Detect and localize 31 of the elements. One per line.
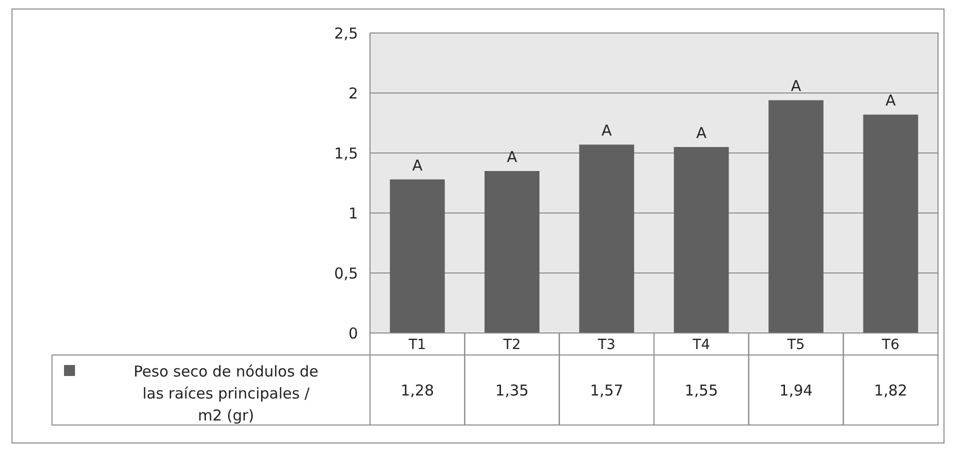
y-tick-label: 2,5 — [334, 24, 358, 42]
bar — [863, 114, 918, 333]
y-tick-label: 2 — [348, 84, 358, 102]
x-tick-label: T2 — [502, 336, 521, 353]
bar — [674, 147, 729, 333]
annotation: A — [506, 148, 518, 166]
annotation: A — [886, 92, 897, 110]
x-tick-label: T6 — [880, 336, 900, 353]
data-label: 1,28 — [400, 381, 434, 400]
annotation: A — [602, 122, 613, 140]
x-tick-label: T3 — [596, 336, 616, 353]
y-tick-label: 0 — [348, 324, 358, 342]
y-tick-label: 1 — [348, 204, 358, 222]
x-tick-label: T1 — [408, 336, 426, 353]
text: Peso seco de nódulos de las raíces principales / m2 (gr) — [134, 362, 318, 424]
data-label: 1,35 — [495, 381, 529, 400]
bar — [579, 144, 634, 333]
x-tick-label: T5 — [786, 336, 805, 353]
annotation: A — [412, 156, 424, 174]
annotation: A — [790, 77, 802, 96]
data-label: 1,82 — [874, 381, 908, 400]
x-tick-label: T4 — [692, 336, 710, 353]
data-label: 1,55 — [684, 381, 718, 400]
data-label: 1,94 — [779, 381, 813, 400]
data-label: 1,57 — [590, 381, 624, 400]
bar — [390, 179, 445, 333]
y-tick-label: 0,5 — [334, 264, 358, 282]
annotation: A — [696, 124, 708, 142]
bar — [484, 171, 540, 333]
y-tick-label: 1,5 — [334, 144, 358, 162]
bar — [768, 100, 824, 333]
